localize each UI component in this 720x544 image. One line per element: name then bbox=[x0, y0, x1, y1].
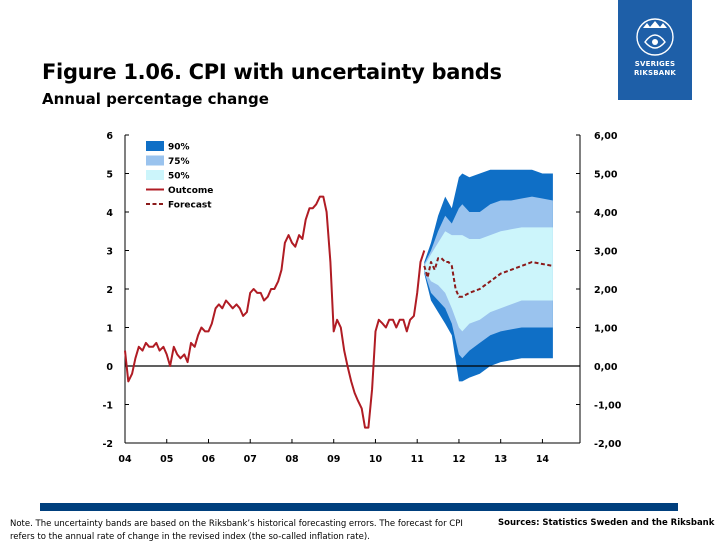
legend-75-label: 75% bbox=[168, 157, 190, 167]
footer-sources: Sources: Statistics Sweden and the Riksb… bbox=[498, 518, 715, 528]
x-tick-label: 06 bbox=[202, 454, 216, 465]
y-tick-label-left: 0 bbox=[106, 362, 113, 373]
x-tick-label: 12 bbox=[452, 454, 465, 465]
y-tick-label-right: 2,00 bbox=[594, 285, 618, 296]
legend-forecast-label: Forecast bbox=[168, 201, 212, 211]
legend-90-swatch bbox=[146, 141, 164, 151]
x-tick-label: 07 bbox=[244, 454, 257, 465]
y-tick-label-right: 6,00 bbox=[594, 131, 618, 142]
footer-note: Note. The uncertainty bands are based on… bbox=[10, 519, 463, 542]
legend-90-label: 90% bbox=[168, 143, 190, 153]
y-tick-label-left: 5 bbox=[106, 170, 113, 181]
x-tick-label: 10 bbox=[369, 454, 383, 465]
y-tick-label-left: 3 bbox=[106, 247, 113, 258]
y-tick-label-right: -2,00 bbox=[594, 439, 622, 450]
y-tick-label-right: -1,00 bbox=[594, 401, 622, 412]
y-tick-label-right: 3,00 bbox=[594, 247, 618, 258]
y-tick-label-left: 2 bbox=[106, 285, 113, 296]
x-tick-label: 14 bbox=[536, 454, 550, 465]
series-outcome-line bbox=[124, 195, 426, 429]
band-50 bbox=[424, 227, 553, 332]
y-tick-label-right: 1,00 bbox=[594, 324, 618, 335]
legend-75-swatch bbox=[146, 155, 164, 166]
series-forecast-line bbox=[423, 257, 554, 298]
legend-50-swatch bbox=[146, 170, 164, 180]
y-tick-label-right: 0,00 bbox=[594, 362, 618, 373]
x-tick-label: 04 bbox=[118, 454, 132, 465]
y-tick-label-left: -1 bbox=[102, 401, 113, 412]
y-tick-label-left: -2 bbox=[102, 439, 113, 450]
page-title: Figure 1.06. CPI with uncertainty bands bbox=[42, 60, 502, 84]
x-tick-label: 09 bbox=[327, 454, 340, 465]
y-tick-label-left: 4 bbox=[106, 208, 113, 219]
y-tick-label-right: 5,00 bbox=[594, 170, 618, 181]
x-tick-label: 11 bbox=[411, 454, 424, 465]
y-tick-label-right: 4,00 bbox=[594, 208, 618, 219]
x-tick-label: 08 bbox=[285, 454, 299, 465]
crown-emblem-icon bbox=[636, 18, 674, 56]
cpi-chart: 6 6,00 5 5,00 4 4,00 3 3,00 2 2,00 1 1,00 0 0,00 -1 -1,… bbox=[102, 131, 622, 465]
legend-50-label: 50% bbox=[168, 172, 190, 182]
y-tick-label-left: 6 bbox=[106, 131, 113, 142]
footer-rule bbox=[40, 503, 678, 511]
logo-line-2: RIKSBANK bbox=[633, 69, 677, 77]
legend-outcome-label: Outcome bbox=[168, 186, 213, 196]
x-tick-label: 05 bbox=[160, 454, 173, 465]
riksbank-logo: SVERIGES RIKSBANK bbox=[618, 0, 692, 100]
x-tick-label: 13 bbox=[494, 454, 507, 465]
logo-line-1: SVERIGES bbox=[634, 60, 676, 68]
page-subtitle: Annual percentage change bbox=[42, 90, 269, 108]
y-tick-label-left: 1 bbox=[106, 324, 113, 335]
